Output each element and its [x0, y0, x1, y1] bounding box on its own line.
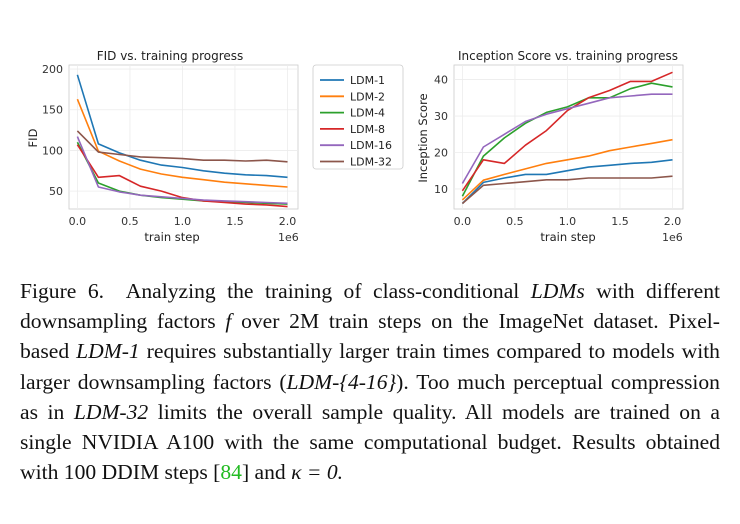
is-grid	[454, 65, 683, 209]
caption-text: limits the overall sample quality. All m…	[20, 399, 720, 485]
legend-box	[312, 64, 404, 170]
legend-label: LDM-8	[350, 123, 385, 136]
is-x-offset-label: 1e6	[662, 231, 683, 244]
legend-label: LDM-1	[350, 74, 385, 87]
caption-text: ). Too much perceptual compression as in	[20, 369, 720, 424]
caption-ldm-32: LDM-32	[73, 399, 149, 424]
fid-chart: 0.0 0.5 1.0 1.5 2.0 50 100 150 200 FID vs. trai…	[26, 49, 299, 244]
fid-series-line	[76, 130, 288, 163]
fid-x-tick-label: 1.0	[174, 215, 192, 228]
fid-x-offset-label: 1e6	[278, 231, 299, 244]
fid-x-ticks: 0.0 0.5 1.0 1.5 2.0	[69, 215, 297, 228]
is-y-axis-label: Inception Score	[416, 93, 430, 182]
fid-y-tick-label: 200	[42, 63, 63, 76]
fid-y-ticks: 50 100 150 200	[42, 63, 63, 198]
is-y-tick-label: 30	[434, 110, 448, 123]
is-y-tick-label: 20	[434, 146, 448, 159]
fid-y-tick-label: 150	[42, 104, 63, 117]
legend: LDM-1 LDM-2 LDM-4 LDM-8 LDM-16 LDM-32	[312, 64, 404, 170]
is-x-tick-label: 0.5	[506, 215, 524, 228]
caption-figure-label: Figure 6.	[20, 279, 105, 303]
is-x-tick-label: 1.0	[559, 215, 577, 228]
fid-series-line	[76, 136, 288, 205]
fid-y-tick-label: 50	[49, 185, 63, 198]
fid-x-axis-label: train step	[144, 230, 199, 244]
fid-x-tick-label: 1.5	[226, 215, 244, 228]
caption-text: requires substantially larger train time…	[20, 339, 720, 394]
fid-series-lines	[76, 74, 288, 208]
fid-y-tick-label: 100	[42, 144, 63, 157]
is-y-ticks: 10 20 30 40	[434, 74, 448, 196]
is-series-line	[461, 93, 673, 184]
fid-y-axis-label: FID	[26, 128, 40, 147]
caption-text: ] and	[241, 460, 286, 485]
is-series-line	[461, 138, 673, 201]
is-series-line	[461, 82, 673, 197]
is-plot-area	[453, 64, 684, 210]
is-y-tick-label: 10	[434, 183, 448, 196]
is-chart-title: Inception Score vs. training progress	[458, 49, 678, 63]
inception-score-chart: 0.0 0.5 1.0 1.5 2.0 10 20 30 40 Inception Score…	[416, 49, 684, 244]
fid-x-tick-label: 0.5	[121, 215, 139, 228]
legend-label: LDM-32	[350, 156, 392, 169]
citation-link[interactable]: 84	[220, 460, 242, 485]
is-x-tick-label: 2.0	[664, 215, 682, 228]
is-y-tick-label: 40	[434, 74, 448, 87]
is-x-axis-label: train step	[540, 230, 595, 244]
fid-chart-title: FID vs. training progress	[97, 49, 244, 63]
caption-ldm-1: LDM-1	[76, 339, 140, 364]
legend-label: LDM-2	[350, 90, 385, 103]
caption-text: Analyzing the training of class-conditio…	[125, 279, 520, 303]
is-series-line	[461, 175, 673, 205]
is-x-tick-label: 0.0	[454, 215, 472, 228]
is-series-line	[461, 159, 673, 205]
fid-grid	[69, 65, 298, 209]
caption-f-symbol: f	[225, 309, 232, 334]
legend-label: LDM-4	[350, 107, 385, 120]
is-x-ticks: 0.0 0.5 1.0 1.5 2.0	[454, 215, 682, 228]
fid-series-line	[76, 98, 288, 188]
caption-text: over 2M train steps on the ImageNet data…	[20, 309, 720, 364]
caption-ldms: LDMs	[530, 279, 585, 303]
caption-kappa-equation: κ = 0.	[291, 460, 344, 485]
legend-label: LDM-16	[350, 139, 392, 152]
caption-ldm-range: LDM-{4-16}	[286, 369, 397, 394]
fid-x-tick-label: 0.0	[69, 215, 87, 228]
is-series-line	[461, 71, 673, 192]
fid-series-line	[76, 74, 288, 179]
is-series-lines	[461, 71, 673, 205]
fid-x-tick-label: 2.0	[279, 215, 297, 228]
figure-caption: Figure 6. Analyzing the training of clas…	[20, 276, 720, 487]
figure-panels: 0.0 0.5 1.0 1.5 2.0 50 100 150 200 FID vs. trai…	[26, 49, 684, 244]
caption-text: with different downsampling factors	[20, 279, 720, 334]
is-x-tick-label: 1.5	[611, 215, 629, 228]
